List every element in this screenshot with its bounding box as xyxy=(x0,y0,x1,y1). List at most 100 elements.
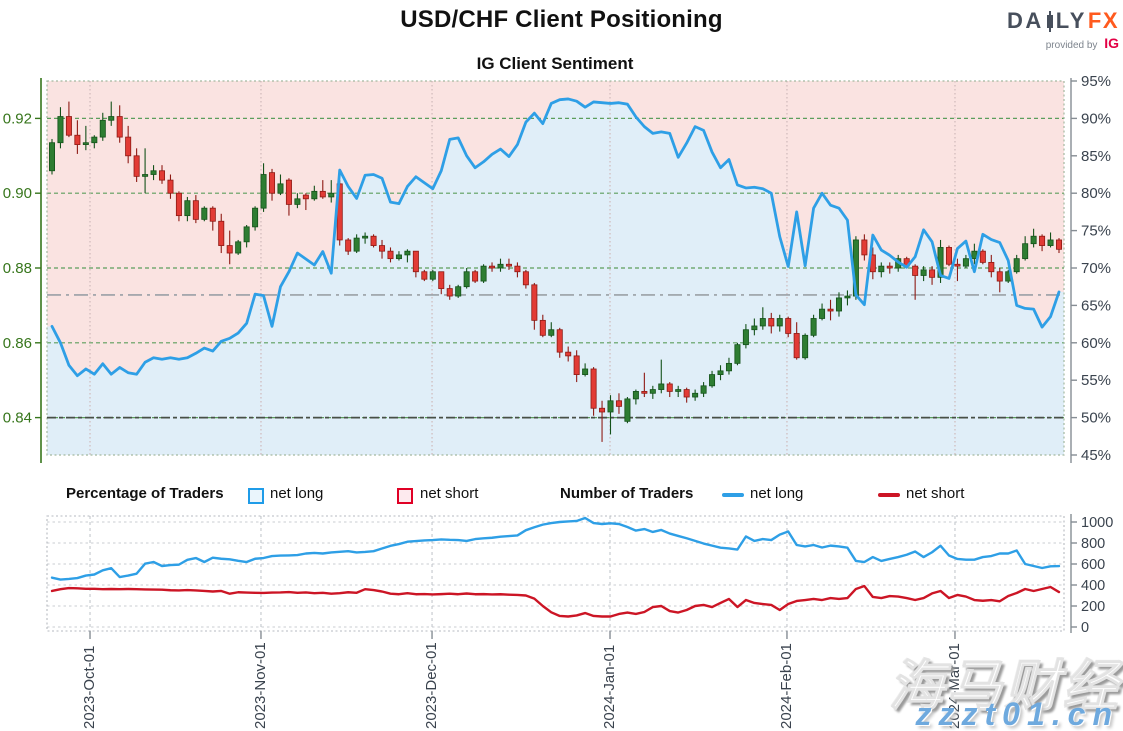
dailyfx-logo: DA LY FX provided by IG xyxy=(1007,8,1119,51)
candle-body xyxy=(819,308,826,319)
candle-body xyxy=(429,271,436,280)
candle-body xyxy=(996,271,1003,282)
candle-body xyxy=(649,389,656,394)
candle-body xyxy=(539,319,546,336)
candle-body xyxy=(522,271,529,286)
candle-body xyxy=(159,170,166,181)
candle-body xyxy=(438,271,445,289)
candle-body xyxy=(463,271,470,288)
candle-body xyxy=(421,271,428,280)
legend-pct-net-short: net short xyxy=(420,485,479,502)
candle-body xyxy=(370,235,377,246)
legend-num-net-short: net short xyxy=(906,485,965,502)
count-axis-label: 600 xyxy=(1081,557,1105,573)
logo-text-ly: LY xyxy=(1055,8,1087,33)
legend-pct-net-long: net long xyxy=(270,485,324,502)
pct-axis-label: 80% xyxy=(1081,185,1111,202)
pct-axis-label: 55% xyxy=(1081,372,1111,389)
candle-body xyxy=(751,325,758,331)
candle-body xyxy=(844,295,851,299)
candle-body xyxy=(446,288,453,297)
candle-body xyxy=(142,174,149,177)
candle-body xyxy=(387,250,394,260)
candle-body xyxy=(776,318,783,327)
candle-body xyxy=(489,265,496,269)
candle-body xyxy=(590,368,597,409)
traders-line-net-short xyxy=(50,584,1061,618)
legend-number-title: Number of Traders xyxy=(560,485,694,502)
candle-body xyxy=(624,398,631,422)
candle-body xyxy=(615,400,622,407)
candle-body xyxy=(742,329,749,346)
net-long-square-icon xyxy=(248,488,264,504)
candle-body xyxy=(1056,239,1063,250)
candle-body xyxy=(252,207,259,228)
candle-body xyxy=(835,297,842,312)
candle-body xyxy=(311,190,318,200)
price-axis-label: 0.92 xyxy=(3,110,32,127)
candle-body xyxy=(150,170,157,175)
count-axis-label: 800 xyxy=(1081,536,1105,552)
price-axis-label: 0.84 xyxy=(3,410,32,427)
candle-body xyxy=(929,269,936,278)
net-short-square-icon xyxy=(397,488,413,504)
candle-body xyxy=(514,265,521,273)
candle-body xyxy=(480,265,487,282)
candle-body xyxy=(632,391,639,400)
candle-body xyxy=(666,383,673,392)
candle-body xyxy=(133,155,140,177)
candle-body xyxy=(65,116,72,136)
watermark-url: zzzt01.cn xyxy=(915,696,1119,731)
candlestick-icon xyxy=(1046,10,1053,32)
candle-body xyxy=(1030,235,1037,245)
candle-body xyxy=(573,355,580,375)
x-axis-date-label: 2023-Oct-01 xyxy=(81,645,99,729)
traders-line-net-long xyxy=(50,516,1061,581)
legend-num-net-long: net long xyxy=(750,485,804,502)
candle-body xyxy=(709,374,716,387)
candle-body xyxy=(269,172,276,194)
candle-body xyxy=(345,239,352,252)
net-short-line-icon xyxy=(878,493,900,497)
candle-body xyxy=(395,254,402,260)
x-axis-date-label: 2023-Nov-01 xyxy=(251,642,269,729)
candle-body xyxy=(362,235,369,239)
candle-body xyxy=(607,400,614,413)
candle-body xyxy=(243,226,250,243)
candle-body xyxy=(759,318,766,327)
candle-body xyxy=(945,247,952,265)
candle-body xyxy=(353,237,360,252)
candle-body xyxy=(658,383,665,390)
candle-body xyxy=(74,134,81,145)
candle-body xyxy=(472,271,479,282)
candle-body xyxy=(565,351,572,357)
candle-body xyxy=(962,258,969,267)
legend-percentage-title: Percentage of Traders xyxy=(66,485,224,502)
candle-body xyxy=(768,318,775,327)
candle-body xyxy=(184,200,191,217)
candle-body xyxy=(82,142,89,145)
candle-body xyxy=(1022,243,1029,260)
candle-body xyxy=(675,389,682,392)
logo-text-fx: FX xyxy=(1087,8,1119,33)
pct-axis-label: 50% xyxy=(1081,410,1111,427)
plot-border xyxy=(46,80,1065,456)
pct-axis-label: 85% xyxy=(1081,148,1111,165)
x-axis-date-label: 2024-Feb-01 xyxy=(777,643,795,729)
logo-ig: IG xyxy=(1104,35,1119,51)
candle-body xyxy=(49,142,56,172)
candle-body xyxy=(192,200,199,220)
candle-body xyxy=(1039,235,1046,246)
pct-axis-label: 95% xyxy=(1081,73,1111,90)
candle-body xyxy=(886,265,893,269)
candle-body xyxy=(641,391,648,394)
pct-axis-label: 90% xyxy=(1081,110,1111,127)
candle-body xyxy=(599,407,606,413)
candle-body xyxy=(979,250,986,263)
candle-body xyxy=(810,318,817,336)
pct-axis-label: 70% xyxy=(1081,260,1111,277)
x-axis-date-label: 2024-Jan-01 xyxy=(601,644,618,729)
candle-body xyxy=(235,241,242,254)
candle-body xyxy=(700,385,707,394)
